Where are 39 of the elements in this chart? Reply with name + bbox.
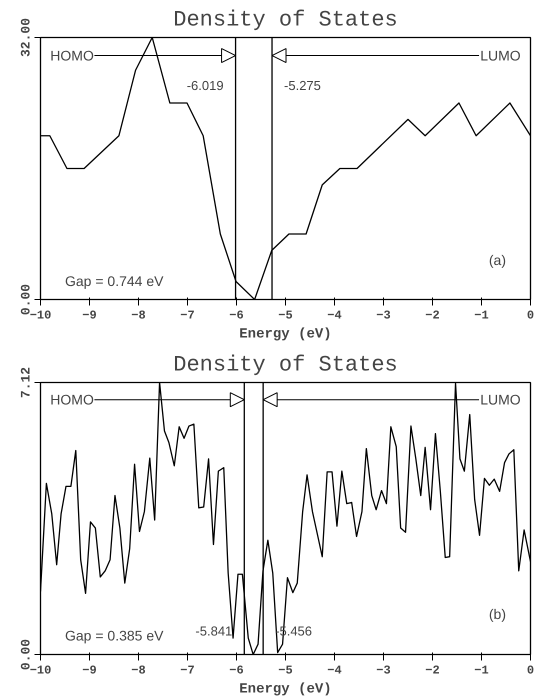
x-axis-title: Energy (eV) — [239, 326, 332, 342]
x-tick-label: −4 — [327, 664, 342, 678]
annotation: LUMO — [480, 392, 521, 408]
x-tick-label: 0 — [526, 664, 534, 678]
x-tick-label: 0 — [526, 308, 534, 322]
annotation: HOMO — [50, 392, 94, 408]
annotation: Gap = 0.744 eV — [65, 273, 164, 290]
annotation: Gap = 0.385 eV — [65, 628, 164, 644]
x-tick-label: −10 — [30, 664, 52, 678]
ref-line-label: -5.275 — [284, 78, 321, 93]
x-tick-label: −8 — [131, 308, 146, 322]
x-tick-label: −9 — [82, 308, 97, 322]
ref-line-label: -5.841 — [195, 623, 232, 638]
y-tick-label: 7.12 — [18, 366, 34, 398]
x-tick-label: −3 — [376, 664, 391, 678]
x-tick-label: −5 — [278, 664, 293, 678]
chart-title: Density of States — [173, 352, 398, 378]
x-tick-label: −7 — [180, 664, 195, 678]
x-tick-label: −8 — [131, 664, 146, 678]
x-tick-label: −6 — [229, 308, 244, 322]
x-tick-label: −6 — [229, 664, 244, 678]
ref-line-label: -6.019 — [186, 78, 224, 93]
annotation: LUMO — [480, 48, 521, 64]
x-tick-label: −7 — [180, 308, 195, 322]
x-tick-label: −1 — [474, 664, 489, 678]
x-axis-title: Energy (eV) — [239, 682, 332, 698]
x-tick-label: −10 — [30, 308, 52, 322]
annotation: (a) — [488, 252, 506, 268]
x-tick-label: −1 — [474, 308, 489, 322]
annotation: (b) — [488, 606, 506, 622]
x-tick-label: −5 — [278, 308, 293, 322]
x-tick-label: −4 — [327, 308, 342, 322]
x-tick-label: −2 — [425, 664, 440, 678]
annotation: HOMO — [50, 48, 94, 64]
chart-title: Density of States — [173, 8, 398, 32]
x-tick-label: −9 — [82, 664, 97, 678]
y-tick-label: 32.00 — [18, 18, 34, 58]
x-tick-label: −3 — [376, 308, 391, 322]
x-tick-label: −2 — [425, 308, 440, 322]
